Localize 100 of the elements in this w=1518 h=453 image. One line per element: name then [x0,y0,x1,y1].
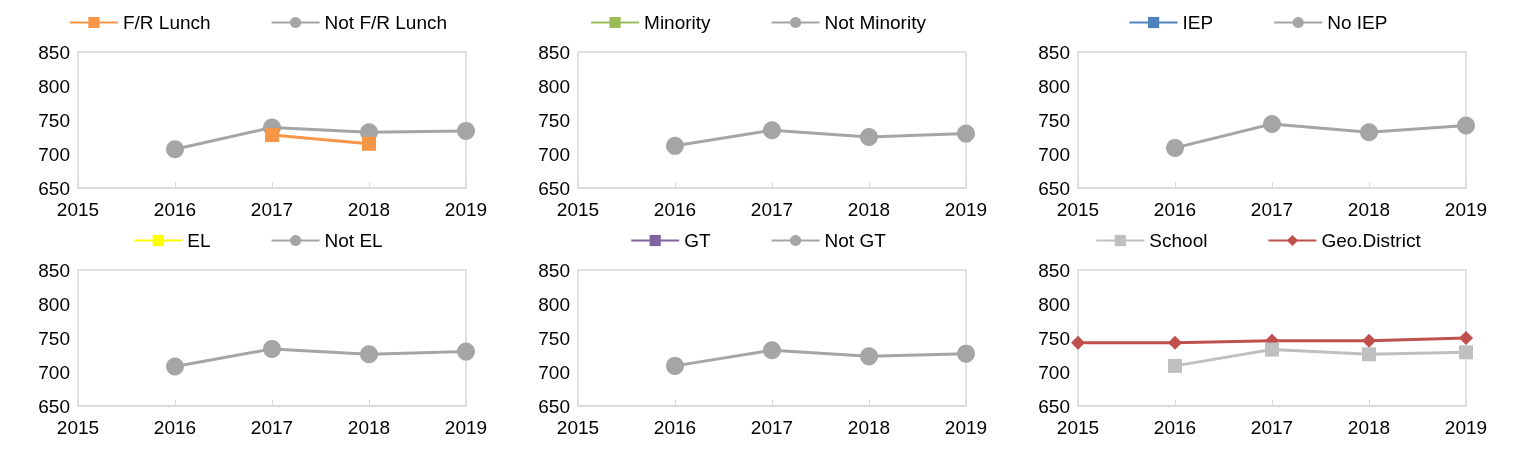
y-tick-label: 650 [38,177,70,199]
point [860,128,878,146]
x-tick-label: 2018 [1347,199,1391,220]
x-tick-label: 2018 [847,199,891,220]
y-tick-label: 750 [1038,109,1070,131]
x-tick-label: 2015 [56,417,100,438]
point [360,345,378,364]
point [957,344,975,363]
y-tick-label: 700 [538,361,570,383]
y-tick-label: 800 [1038,293,1070,315]
y-tick-label: 700 [38,361,70,383]
legend-label: Not GT [824,230,887,251]
point [1166,138,1184,157]
y-tick-label: 750 [538,109,570,131]
x-tick-label: 2015 [1056,199,1100,220]
y-tick-label: 750 [38,327,70,349]
point [1168,358,1182,373]
legend-label: Not F/R Lunch [324,12,448,33]
y-tick-label: 650 [38,395,70,417]
y-tick-label: 750 [1038,327,1070,349]
x-tick-label: 2016 [153,417,197,438]
y-tick-label: 650 [1038,395,1070,417]
y-tick-label: 800 [38,293,70,315]
x-tick-label: 2017 [250,417,294,438]
point [860,347,878,366]
point [1362,333,1376,348]
y-tick-label: 800 [38,75,70,97]
y-tick-label: 800 [538,293,570,315]
y-tick-label: 800 [538,75,570,97]
y-tick-label: 850 [38,259,70,281]
y-tick-label: 750 [38,109,70,131]
x-tick-label: 2016 [653,199,697,220]
point [666,136,684,155]
point [1168,335,1182,350]
x-tick-label: 2019 [444,199,488,220]
point [265,127,279,142]
legend-label: IEP [1182,12,1214,33]
y-tick-label: 700 [538,143,570,165]
legend-label: Geo.District [1321,230,1422,251]
x-tick-label: 2019 [1444,417,1488,438]
x-tick-label: 2017 [750,199,794,220]
x-tick-label: 2015 [556,417,600,438]
x-tick-label: 2018 [347,417,391,438]
point [666,356,684,375]
x-tick-label: 2017 [250,199,294,220]
y-tick-label: 700 [1038,143,1070,165]
x-tick-label: 2015 [56,199,100,220]
x-tick-label: 2019 [444,417,488,438]
y-tick-label: 850 [38,41,70,63]
legend-label: No IEP [1327,12,1388,33]
point [1459,331,1473,345]
y-tick-label: 700 [1038,361,1070,383]
legend-label: Not EL [324,230,383,251]
x-tick-label: 2016 [1153,417,1197,438]
y-tick-label: 700 [38,143,70,165]
point [1071,335,1085,350]
point [263,339,281,358]
x-tick-label: 2017 [1250,199,1294,220]
x-tick-label: 2018 [847,417,891,438]
x-tick-label: 2018 [1347,417,1391,438]
point [957,124,975,143]
x-tick-label: 2018 [347,199,391,220]
x-tick-label: 2019 [1444,199,1488,220]
point [457,121,475,140]
y-tick-label: 850 [1038,41,1070,63]
y-tick-label: 650 [538,395,570,417]
point [763,121,781,140]
y-tick-label: 850 [538,41,570,63]
legend-label: School [1149,230,1208,251]
y-tick-label: 850 [1038,259,1070,281]
legend-label: EL [187,230,211,251]
legend-label: F/R Lunch [122,12,211,33]
x-tick-label: 2019 [944,199,988,220]
x-tick-label: 2016 [153,199,197,220]
y-tick-label: 850 [538,259,570,281]
x-tick-label: 2017 [750,417,794,438]
x-tick-label: 2015 [556,199,600,220]
y-tick-label: 650 [538,177,570,199]
point [457,342,475,361]
legend-label: Minority [644,12,712,33]
x-tick-label: 2017 [1250,417,1294,438]
point [763,341,781,360]
x-tick-label: 2016 [1153,199,1197,220]
y-tick-label: 800 [1038,75,1070,97]
point [362,136,376,151]
point [1362,347,1376,362]
point [1263,115,1281,134]
point [1457,116,1475,135]
point [166,140,184,159]
y-tick-label: 750 [538,327,570,349]
x-tick-label: 2019 [944,417,988,438]
point [1459,345,1473,360]
point [1360,123,1378,142]
legend-label: Not Minority [824,12,927,33]
point [1265,342,1279,357]
x-tick-label: 2016 [653,417,697,438]
point [166,357,184,376]
x-tick-label: 2015 [1056,417,1100,438]
legend-label: GT [684,230,711,251]
y-tick-label: 650 [1038,177,1070,199]
